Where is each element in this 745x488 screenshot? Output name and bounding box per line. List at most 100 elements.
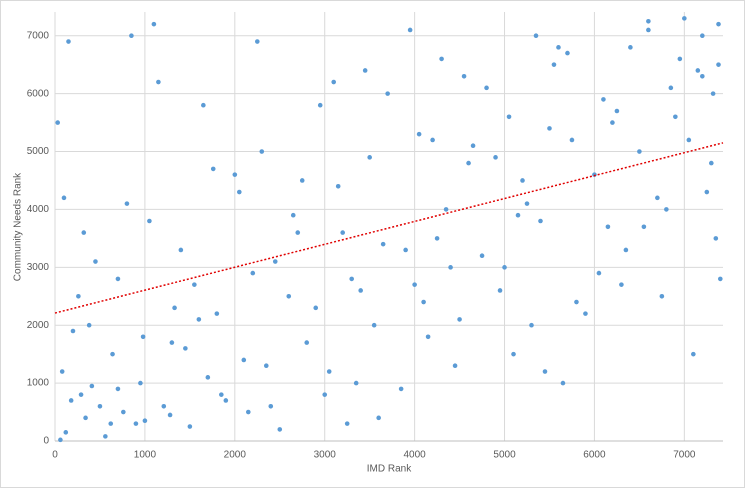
point: [448, 265, 453, 270]
point: [637, 149, 642, 154]
point: [237, 189, 242, 195]
point: [686, 137, 692, 143]
point: [412, 282, 417, 287]
point: [614, 108, 620, 114]
point: [646, 18, 651, 24]
point: [529, 322, 534, 328]
point: [286, 293, 292, 299]
point: [641, 224, 647, 230]
point: [358, 288, 363, 293]
point: [241, 357, 247, 363]
trendline: [54, 142, 724, 314]
x-tick-label: 0: [52, 450, 58, 461]
point: [349, 276, 354, 282]
point: [83, 415, 88, 421]
point: [335, 183, 341, 189]
x-tick-label: 1000: [134, 450, 157, 461]
point: [416, 131, 422, 137]
point: [304, 340, 310, 345]
x-tick-label: 6000: [583, 450, 606, 461]
point: [398, 386, 404, 392]
point: [646, 27, 651, 33]
point: [55, 120, 60, 125]
point: [108, 421, 114, 426]
point: [89, 383, 95, 389]
point: [78, 392, 84, 397]
point: [569, 137, 575, 143]
point: [542, 369, 548, 374]
point: [129, 33, 134, 39]
point: [115, 386, 121, 392]
point: [167, 412, 173, 418]
point: [140, 334, 146, 340]
point: [493, 155, 498, 160]
point: [718, 276, 723, 282]
point: [58, 437, 63, 443]
point: [533, 33, 539, 39]
point: [68, 398, 74, 403]
point: [147, 218, 152, 224]
point: [479, 253, 485, 259]
point: [700, 33, 705, 39]
point: [93, 259, 98, 264]
point: [59, 369, 65, 374]
point: [86, 322, 92, 328]
point: [664, 207, 669, 212]
point: [142, 418, 148, 424]
point: [677, 56, 683, 62]
x-tick-label: 7000: [673, 450, 696, 461]
point: [121, 409, 126, 415]
y-tick-label: 0: [43, 436, 49, 447]
point: [103, 434, 108, 439]
y-tick-label: 7000: [27, 30, 50, 41]
point: [713, 236, 719, 241]
point: [331, 79, 337, 85]
point: [710, 91, 716, 96]
point: [183, 346, 188, 351]
point: [380, 241, 386, 247]
point: [443, 207, 449, 212]
point: [605, 224, 611, 230]
point: [682, 16, 687, 21]
point: [295, 230, 301, 235]
point: [502, 265, 507, 270]
point: [245, 409, 251, 415]
point: [407, 27, 413, 33]
point: [506, 114, 512, 120]
point: [610, 120, 615, 125]
point: [716, 62, 721, 67]
point: [210, 166, 216, 172]
point: [497, 288, 503, 293]
point: [277, 427, 283, 432]
point: [81, 230, 87, 235]
point: [623, 247, 629, 253]
y-tick-label: 6000: [27, 88, 50, 99]
point: [254, 39, 260, 44]
point: [187, 424, 193, 429]
point: [619, 282, 624, 287]
point: [551, 62, 557, 67]
point: [63, 430, 69, 435]
point: [178, 247, 184, 253]
point: [201, 102, 206, 108]
point: [340, 230, 345, 235]
point: [700, 73, 705, 79]
point: [192, 282, 197, 287]
y-axis-title: Community Needs Rank: [13, 172, 24, 281]
point: [434, 236, 440, 241]
point: [691, 351, 696, 357]
point: [461, 73, 467, 79]
point: [272, 259, 278, 264]
x-tick-label: 5000: [493, 450, 516, 461]
x-tick-label: 3000: [314, 450, 337, 461]
point: [709, 160, 714, 166]
point: [655, 195, 660, 201]
point: [313, 305, 319, 311]
point: [430, 137, 435, 143]
point: [250, 270, 256, 276]
point: [484, 85, 489, 91]
y-tick-label: 4000: [27, 204, 50, 215]
point: [560, 380, 566, 386]
